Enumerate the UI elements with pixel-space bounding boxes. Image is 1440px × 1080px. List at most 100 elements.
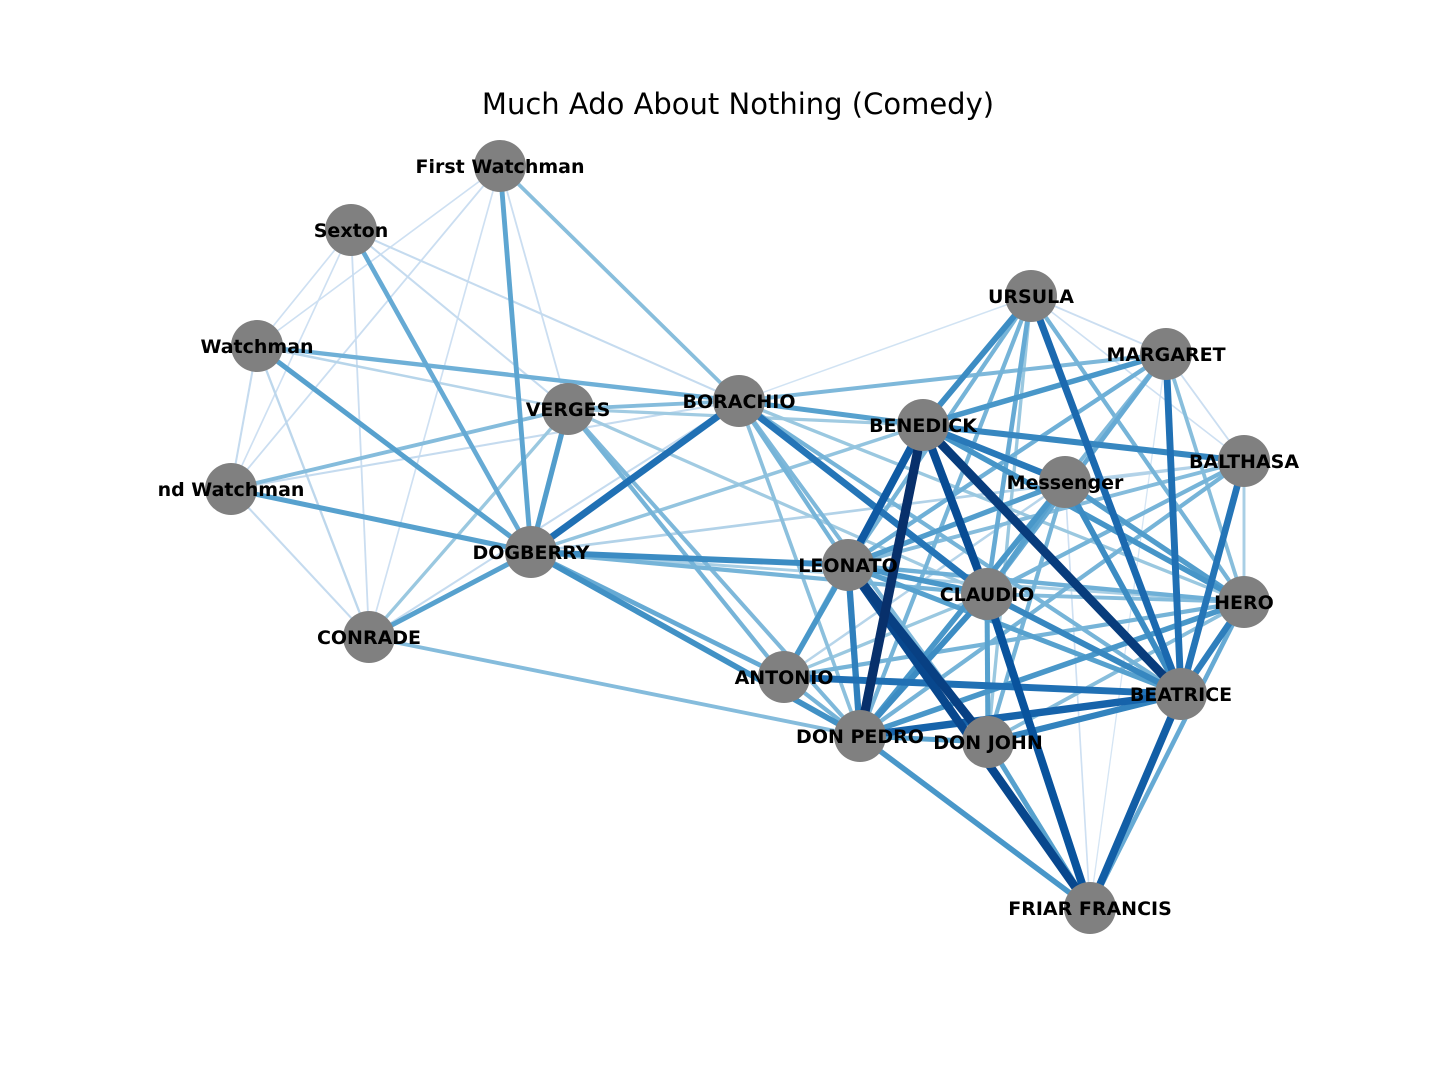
- node-conrade: [343, 611, 395, 663]
- edge-benedick-leonato: [844, 423, 927, 567]
- edge-balthasar-beatrice: [1177, 460, 1248, 695]
- node-dogberry: [505, 526, 557, 578]
- node-watchman: [231, 320, 283, 372]
- edge-ursula-balthasar: [1030, 295, 1245, 462]
- node-friar-francis: [1064, 882, 1116, 934]
- node-label-watchman: Watchman: [200, 336, 313, 358]
- edge-claudio-beatrice: [985, 591, 1183, 697]
- edge-borachio-leonato: [737, 399, 850, 567]
- edge-friar-francis-margaret: [1089, 353, 1167, 909]
- edge-beatrice-friar-francis: [1086, 692, 1185, 910]
- edge-second-watchman-borachio: [230, 399, 740, 491]
- edge-sexton-second-watchman: [230, 229, 352, 490]
- edge-borachio-dogberry: [528, 398, 742, 555]
- edge-dogberry-benedick: [530, 423, 924, 554]
- edge-margaret-hero: [1164, 353, 1246, 603]
- node-label-ursula: URSULA: [988, 286, 1074, 308]
- node-sexton: [325, 204, 377, 256]
- edge-borachio-benedick: [738, 398, 924, 428]
- edge-dogberry-don-pedro: [529, 549, 862, 739]
- edge-dogberry-watchman: [255, 343, 533, 555]
- edge-ursula-beatrice: [1027, 294, 1185, 696]
- edge-sexton-conrade: [350, 229, 370, 638]
- edge-ursula-benedick: [920, 294, 1034, 427]
- node-label-leonato: LEONATO: [798, 555, 897, 577]
- node-claudio: [961, 568, 1013, 620]
- edge-first-watchman-second-watchman: [230, 165, 501, 490]
- node-label-messenger: Messenger: [1007, 472, 1124, 494]
- edge-antonio-hero: [783, 599, 1245, 680]
- edge-sexton-borachio: [350, 229, 740, 402]
- node-balthasar: [1218, 435, 1270, 487]
- edge-dogberry-leonato: [530, 549, 849, 568]
- edge-benedick-beatrice: [919, 421, 1185, 698]
- node-messenger: [1039, 456, 1091, 508]
- edge-first-watchman-conrade: [368, 165, 501, 638]
- node-label-antonio: ANTONIO: [735, 667, 834, 689]
- edge-margaret-benedick: [922, 351, 1167, 428]
- edge-verges-borachio: [567, 399, 740, 411]
- edge-layer: [229, 164, 1248, 911]
- edge-benedick-claudio: [919, 423, 991, 596]
- edge-verges-claudio: [567, 407, 988, 596]
- node-label-second-watchman: nd Watchman: [158, 479, 305, 501]
- edge-antonio-beatrice: [783, 673, 1182, 698]
- edge-leonato-don-john: [844, 562, 992, 745]
- node-label-friar-francis: FRIAR FRANCIS: [1008, 898, 1172, 920]
- edge-watchman-verges: [256, 344, 569, 411]
- node-label-benedick: BENEDICK: [869, 415, 978, 437]
- node-verges: [542, 383, 594, 435]
- edge-watchman-conrade: [255, 345, 371, 638]
- node-label-borachio: BORACHIO: [682, 391, 795, 413]
- node-borachio: [713, 375, 765, 427]
- node-second-watchman: [205, 463, 257, 515]
- node-label-hero: HERO: [1214, 592, 1274, 614]
- edge-messenger-beatrice: [1062, 480, 1184, 696]
- node-label-dogberry: DOGBERRY: [473, 542, 590, 564]
- edge-benedick-don-pedro: [855, 424, 928, 737]
- edge-ursula-borachio: [738, 295, 1032, 402]
- edge-leonato-don-pedro: [844, 564, 864, 737]
- edge-dogberry-first-watchman: [497, 165, 534, 553]
- edge-second-watchman-conrade: [230, 488, 370, 638]
- edge-dogberry-second-watchman: [230, 486, 532, 555]
- edge-conrade-borachio: [368, 400, 740, 638]
- node-beatrice: [1155, 668, 1207, 720]
- node-don-john: [962, 716, 1014, 768]
- node-layer: [205, 140, 1270, 934]
- node-leonato: [822, 539, 874, 591]
- edge-dogberry-conrade: [367, 549, 533, 640]
- edge-second-watchman-verges: [230, 407, 569, 491]
- edge-margaret-beatrice: [1162, 353, 1185, 695]
- chart-title: Much Ado About Nothing (Comedy): [482, 87, 994, 121]
- node-antonio: [758, 651, 810, 703]
- edge-watchman-borachio: [256, 343, 740, 404]
- edge-borachio-margaret: [738, 351, 1167, 404]
- edge-first-watchman-watchman: [256, 165, 501, 347]
- edge-borachio-claudio: [736, 398, 990, 597]
- label-layer: First Watchman Sexton Watchman nd Watchman C…: [158, 156, 1300, 920]
- edge-beatrice-don-john: [987, 690, 1182, 746]
- edge-dogberry-sexton: [348, 228, 534, 554]
- edge-conrade-don-pedro: [368, 635, 861, 738]
- edge-first-watchman-verges: [499, 165, 569, 410]
- edge-first-watchman-borachio: [498, 164, 741, 403]
- edge-verges-antonio: [566, 407, 786, 679]
- edge-don-pedro-beatrice: [859, 690, 1182, 740]
- node-hero: [1218, 576, 1270, 628]
- node-label-claudio: CLAUDIO: [940, 584, 1035, 606]
- node-label-margaret: MARGARET: [1106, 344, 1225, 366]
- node-label-don-pedro: DON PEDRO: [796, 726, 924, 748]
- edge-leonato-beatrice: [847, 562, 1182, 697]
- node-label-balthasar: BALTHASA: [1189, 451, 1299, 473]
- node-benedick: [897, 399, 949, 451]
- node-label-first-watchman: First Watchman: [416, 156, 585, 178]
- edge-claudio-friar-francis: [983, 592, 1094, 910]
- node-first-watchman: [474, 140, 526, 192]
- edge-don-pedro-friar-francis: [858, 733, 1092, 911]
- node-don-pedro: [834, 710, 886, 762]
- edge-don-pedro-ursula: [858, 295, 1033, 737]
- edge-verges-conrade: [367, 407, 570, 639]
- node-label-beatrice: BEATRICE: [1130, 684, 1232, 706]
